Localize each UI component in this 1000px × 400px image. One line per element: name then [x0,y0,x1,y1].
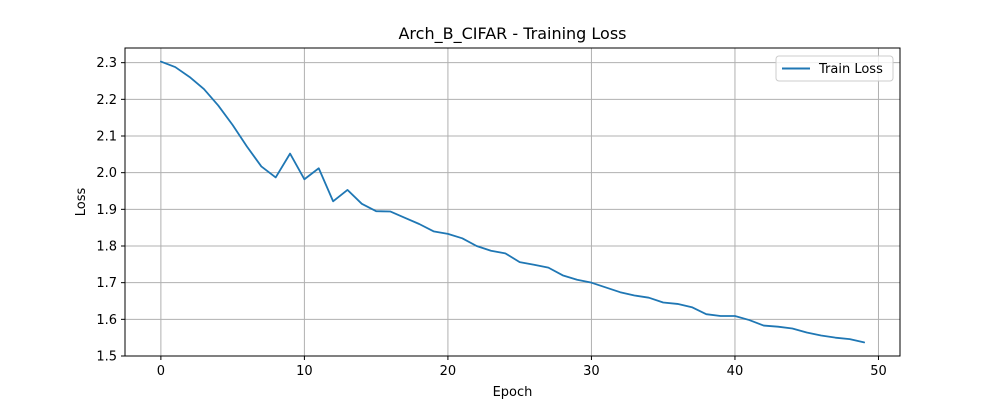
legend-box [775,55,894,82]
x-tick-label: 20 [440,364,457,379]
series-layer [159,60,866,344]
plot-frame [124,47,901,357]
chart-title: Arch_B_CIFAR - Training Loss [398,24,626,44]
y-tick-label: 1.9 [96,203,117,218]
grid-layer [125,48,900,357]
legend-label-train-loss: Train Loss [818,62,883,77]
legend: Train Loss [775,55,894,82]
y-tick-label: 2.0 [96,166,117,181]
y-axis-title: Loss [74,188,89,217]
series-line-train-loss [159,60,866,344]
y-tick-label: 1.6 [96,313,117,328]
x-axis-title: Epoch [493,385,533,400]
x-tick-label: 40 [727,364,744,379]
y-tick-label: 2.2 [96,93,117,108]
y-tick-label: 1.5 [96,350,117,365]
x-tick-label: 0 [157,364,165,379]
x-tick-label: 30 [583,364,600,379]
x-tick-label: 50 [870,364,887,379]
x-tick-label: 10 [296,364,313,379]
y-tick-label: 1.8 [96,240,117,255]
tick-layer: 0 10 20 30 40 50 1.5 1.6 1.7 1.8 1.9 2.0 2.1 2.2 2.3 [96,56,886,379]
y-tick-label: 2.3 [96,56,117,71]
y-tick-label: 2.1 [96,130,117,145]
y-tick-label: 1.7 [96,276,117,291]
